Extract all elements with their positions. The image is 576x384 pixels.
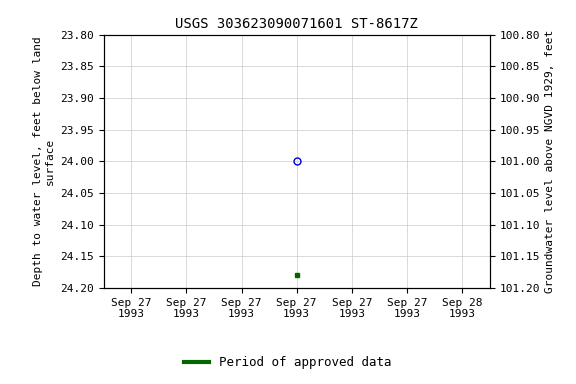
Title: USGS 303623090071601 ST-8617Z: USGS 303623090071601 ST-8617Z [175, 17, 418, 31]
Legend: Period of approved data: Period of approved data [179, 351, 397, 374]
Y-axis label: Groundwater level above NGVD 1929, feet: Groundwater level above NGVD 1929, feet [545, 30, 555, 293]
Y-axis label: Depth to water level, feet below land
surface: Depth to water level, feet below land su… [33, 36, 55, 286]
